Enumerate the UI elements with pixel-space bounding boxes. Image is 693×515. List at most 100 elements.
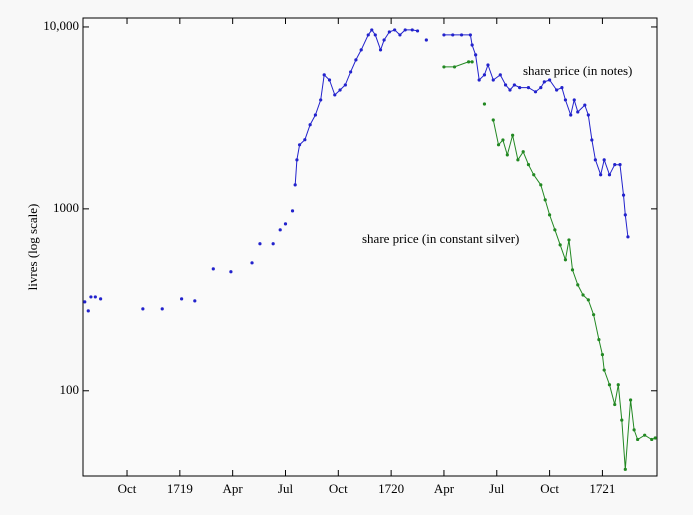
data-point — [597, 338, 601, 342]
x-tick-label: 1719 — [167, 481, 193, 496]
data-point — [373, 33, 377, 37]
x-tick-label: Oct — [540, 481, 559, 496]
data-point — [410, 28, 414, 32]
data-point — [539, 183, 543, 187]
data-point — [333, 93, 337, 97]
data-point — [193, 299, 197, 303]
data-point — [297, 143, 302, 147]
data-point — [211, 267, 215, 271]
data-point — [628, 398, 633, 402]
data-point — [602, 158, 606, 162]
data-point — [543, 198, 547, 202]
data-point — [491, 118, 495, 122]
data-point — [403, 28, 407, 32]
data-point — [382, 38, 386, 42]
y-tick-label: 100 — [60, 382, 80, 397]
data-point — [398, 33, 402, 37]
data-point — [563, 258, 568, 262]
data-point — [474, 53, 478, 57]
data-point — [555, 88, 559, 92]
data-point — [547, 213, 552, 217]
data-point — [511, 133, 515, 137]
data-point — [607, 383, 612, 387]
data-point — [308, 123, 312, 127]
data-point — [583, 103, 587, 107]
data-point — [491, 78, 495, 82]
data-point — [590, 138, 594, 142]
data-point — [89, 295, 93, 299]
data-point — [160, 307, 164, 311]
data-point — [576, 110, 580, 114]
data-point — [141, 307, 145, 311]
data-point — [180, 297, 184, 301]
data-point — [593, 158, 597, 162]
data-point — [503, 83, 508, 87]
data-point — [620, 418, 624, 422]
data-point — [93, 295, 97, 299]
data-point — [650, 437, 654, 442]
data-point — [319, 98, 323, 102]
data-point — [618, 163, 622, 167]
data-point — [250, 261, 254, 265]
x-tick-label: 1721 — [589, 481, 615, 496]
data-point — [498, 73, 502, 77]
data-point — [271, 242, 275, 246]
data-point — [486, 63, 490, 67]
y-tick-label: 1000 — [53, 200, 79, 215]
data-point — [295, 158, 299, 162]
data-point — [563, 98, 568, 102]
data-point — [586, 113, 590, 117]
y-tick-label: 10,000 — [43, 18, 79, 33]
data-point — [303, 138, 307, 142]
data-point — [293, 183, 297, 187]
data-point — [505, 153, 509, 157]
data-point — [526, 163, 531, 167]
data-point — [600, 353, 605, 357]
data-point — [482, 73, 487, 77]
data-point — [613, 402, 617, 407]
data-point — [349, 70, 353, 74]
data-point — [452, 65, 457, 69]
x-tick-label: 1720 — [378, 481, 404, 496]
data-point — [313, 113, 318, 117]
data-point — [576, 283, 580, 287]
data-point — [442, 33, 446, 37]
data-point — [338, 88, 342, 92]
data-point — [516, 158, 520, 162]
data-point — [470, 43, 474, 47]
series-label: share price (in constant silver) — [362, 231, 519, 246]
data-point — [518, 86, 522, 90]
data-point — [626, 235, 630, 239]
data-point — [99, 297, 103, 301]
data-point — [613, 163, 617, 167]
data-point — [378, 48, 383, 52]
data-point — [553, 228, 557, 232]
data-point — [327, 78, 332, 82]
data-point — [636, 437, 640, 442]
y-axis-label: livres (log scale) — [25, 204, 40, 291]
data-point — [508, 88, 512, 92]
data-point — [278, 228, 282, 232]
x-tick-label: Apr — [223, 481, 244, 496]
data-point — [592, 313, 596, 317]
data-point — [560, 86, 564, 90]
data-point — [526, 86, 531, 90]
data-point — [467, 60, 471, 64]
data-point — [632, 428, 636, 432]
data-point — [370, 28, 374, 32]
data-point — [569, 113, 573, 117]
data-point — [442, 65, 446, 69]
data-point — [470, 60, 474, 64]
data-point — [359, 48, 363, 52]
data-point — [653, 436, 657, 440]
data-point — [623, 213, 627, 217]
data-point — [570, 268, 575, 272]
data-point — [539, 86, 543, 90]
data-point — [343, 83, 347, 87]
data-point — [533, 90, 538, 94]
data-point — [229, 270, 233, 274]
data-point — [496, 143, 501, 147]
data-point — [415, 29, 420, 33]
x-tick-label: Apr — [434, 481, 455, 496]
